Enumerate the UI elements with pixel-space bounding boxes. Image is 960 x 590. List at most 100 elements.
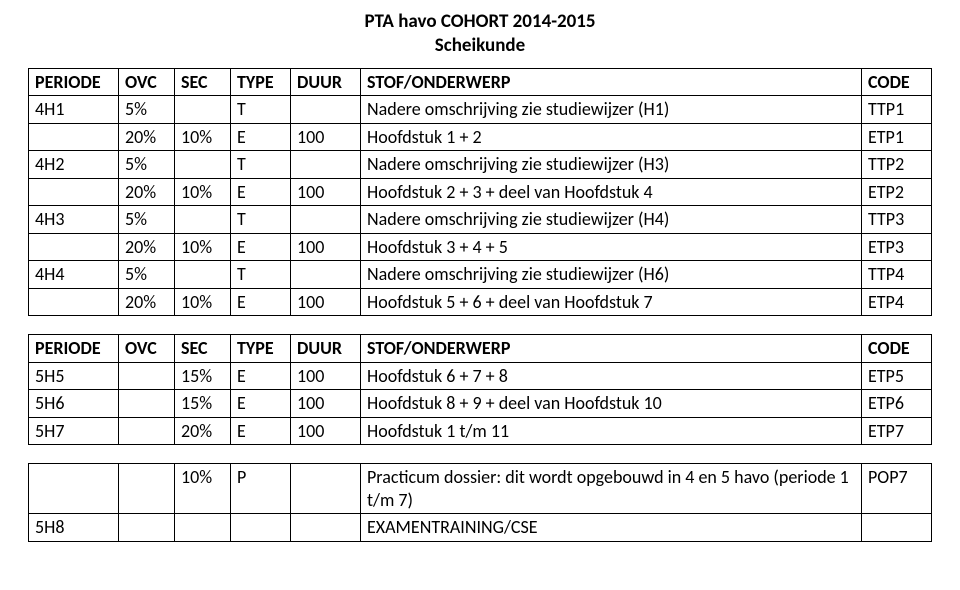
cell-sec: 15% [175, 390, 231, 418]
cell-code: TTP1 [862, 96, 932, 124]
cell-periode: 4H4 [29, 261, 119, 289]
cell-type: E [231, 288, 291, 316]
cell-ovc: 20% [119, 288, 175, 316]
cell-ovc [119, 390, 175, 418]
cell-sec: 10% [175, 464, 231, 514]
cell-sec [175, 206, 231, 234]
cell-ovc: 5% [119, 96, 175, 124]
col-header-sec: SEC [175, 335, 231, 363]
cell-periode: 5H6 [29, 390, 119, 418]
cell-periode [29, 123, 119, 151]
cell-code: ETP6 [862, 390, 932, 418]
cell-type: E [231, 390, 291, 418]
cell-stof: Hoofdstuk 2 + 3 + deel van Hoofdstuk 4 [361, 178, 862, 206]
cell-duur [291, 151, 361, 179]
col-header-sec: SEC [175, 68, 231, 96]
cell-periode: 5H7 [29, 417, 119, 445]
table-header-row: PERIODE OVC SEC TYPE DUUR STOF/ONDERWERP… [29, 335, 932, 363]
cell-code: ETP2 [862, 178, 932, 206]
cell-duur [291, 206, 361, 234]
table-row: 5H615%E100Hoofdstuk 8 + 9 + deel van Hoo… [29, 390, 932, 418]
cell-stof: Hoofdstuk 3 + 4 + 5 [361, 233, 862, 261]
title-line-2: Scheikunde [28, 34, 932, 58]
cell-type: T [231, 206, 291, 234]
cell-ovc: 20% [119, 233, 175, 261]
cell-ovc: 5% [119, 206, 175, 234]
col-header-code: CODE [862, 68, 932, 96]
cell-code: TTP4 [862, 261, 932, 289]
table-row: 10%P Practicum dossier: dit wordt opgebou… [29, 464, 932, 514]
cell-periode: 4H1 [29, 96, 119, 124]
cell-duur [291, 261, 361, 289]
cell-duur: 100 [291, 417, 361, 445]
cell-duur: 100 [291, 123, 361, 151]
cell-ovc: 5% [119, 151, 175, 179]
table-row: 4H45%TNadere omschrijving zie studiewijz… [29, 261, 932, 289]
table-2: PERIODE OVC SEC TYPE DUUR STOF/ONDERWERP… [28, 334, 932, 445]
cell-sec [175, 96, 231, 124]
col-header-periode: PERIODE [29, 335, 119, 363]
table-row: 5H515%E100Hoofdstuk 6 + 7 + 8ETP5 [29, 362, 932, 390]
cell-type: E [231, 417, 291, 445]
col-header-code: CODE [862, 335, 932, 363]
col-header-ovc: OVC [119, 335, 175, 363]
title-line-1: PTA havo COHORT 2014-2015 [28, 10, 932, 34]
cell-sec: 10% [175, 288, 231, 316]
table-3: 10%P Practicum dossier: dit wordt opgebou… [28, 463, 932, 542]
cell-ovc: 20% [119, 123, 175, 151]
table-1: PERIODE OVC SEC TYPE DUUR STOF/ONDERWERP… [28, 68, 932, 317]
table-row: 20%10%E100Hoofdstuk 1 + 2ETP1 [29, 123, 932, 151]
table-row: 4H35% T Nadere omschrijving zie studiewijz… [29, 206, 932, 234]
table-gap [28, 445, 932, 463]
cell-stof: Practicum dossier: dit wordt opgebouwd i… [361, 464, 862, 514]
cell-type: E [231, 178, 291, 206]
cell-duur: 100 [291, 288, 361, 316]
cell-code: ETP5 [862, 362, 932, 390]
cell-code: ETP4 [862, 288, 932, 316]
cell-sec: 10% [175, 123, 231, 151]
col-header-duur: DUUR [291, 68, 361, 96]
table-header-row: PERIODE OVC SEC TYPE DUUR STOF/ONDERWERP… [29, 68, 932, 96]
table-row: 20%10%E100Hoofdstuk 5 + 6 + deel van Hoo… [29, 288, 932, 316]
cell-type: E [231, 362, 291, 390]
cell-periode [29, 464, 119, 514]
cell-ovc: 20% [119, 178, 175, 206]
col-header-ovc: OVC [119, 68, 175, 96]
col-header-periode: PERIODE [29, 68, 119, 96]
cell-code: ETP3 [862, 233, 932, 261]
cell-sec: 15% [175, 362, 231, 390]
document-page: PTA havo COHORT 2014-2015 Scheikunde PER… [0, 0, 960, 552]
col-header-stof: STOF/ONDERWERP [361, 335, 862, 363]
cell-ovc [119, 464, 175, 514]
cell-periode [29, 233, 119, 261]
col-header-type: TYPE [231, 68, 291, 96]
table-row: 5H720%E100Hoofdstuk 1 t/m 11ETP7 [29, 417, 932, 445]
cell-sec: 20% [175, 417, 231, 445]
cell-sec: 10% [175, 233, 231, 261]
cell-periode: 4H3 [29, 206, 119, 234]
cell-stof: Nadere omschrijving zie studiewijzer (H4… [361, 206, 862, 234]
cell-type: E [231, 233, 291, 261]
table-row: 20%10%E100Hoofdstuk 2 + 3 + deel van Hoo… [29, 178, 932, 206]
cell-periode: 4H2 [29, 151, 119, 179]
cell-type: E [231, 123, 291, 151]
cell-type: P [231, 464, 291, 514]
table-row: 20%10%E100Hoofdstuk 3 + 4 + 5ETP3 [29, 233, 932, 261]
cell-code: POP7 [862, 464, 932, 514]
cell-type: T [231, 151, 291, 179]
cell-code: TTP3 [862, 206, 932, 234]
cell-ovc [119, 514, 175, 542]
cell-code: ETP7 [862, 417, 932, 445]
col-header-type: TYPE [231, 335, 291, 363]
cell-stof: Hoofdstuk 8 + 9 + deel van Hoofdstuk 10 [361, 390, 862, 418]
cell-periode [29, 178, 119, 206]
cell-sec: 10% [175, 178, 231, 206]
cell-stof: Hoofdstuk 6 + 7 + 8 [361, 362, 862, 390]
cell-stof: EXAMENTRAINING/CSE [361, 514, 862, 542]
cell-periode: 5H5 [29, 362, 119, 390]
cell-type [231, 514, 291, 542]
cell-duur [291, 514, 361, 542]
cell-stof: Nadere omschrijving zie studiewijzer (H3… [361, 151, 862, 179]
cell-sec [175, 514, 231, 542]
cell-duur: 100 [291, 178, 361, 206]
